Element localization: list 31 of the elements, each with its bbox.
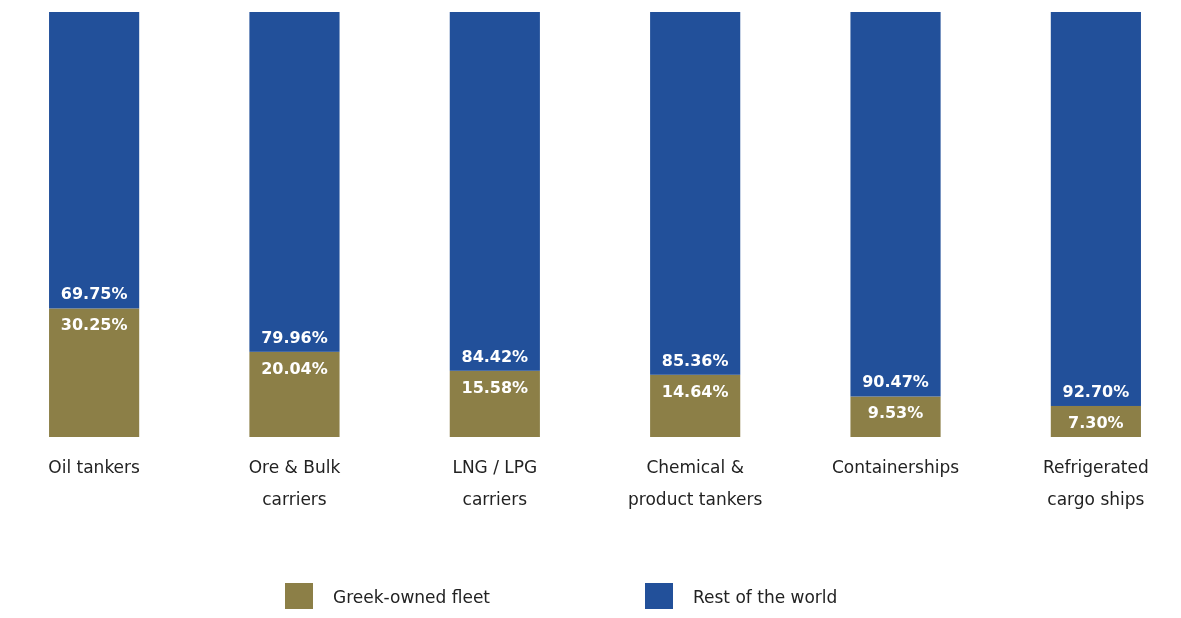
legend-label: Greek-owned fleet bbox=[333, 587, 491, 607]
bar bbox=[49, 12, 140, 309]
x-tick-label: Refrigerated cargo ships bbox=[1042, 457, 1149, 509]
bar bbox=[249, 351, 340, 437]
data-label: 84.42% bbox=[461, 346, 529, 366]
data-label: 7.30% bbox=[1068, 412, 1124, 432]
data-label: 20.04% bbox=[261, 358, 328, 378]
x-tick-label: LNG / LPG carriers bbox=[452, 457, 538, 509]
data-label: 69.75% bbox=[60, 284, 128, 304]
data-label: 90.47% bbox=[862, 372, 929, 392]
legend-label: Rest of the world bbox=[693, 587, 838, 607]
bar bbox=[850, 12, 941, 397]
bar bbox=[249, 12, 340, 352]
bar bbox=[850, 396, 941, 437]
x-tick-label: Ore & Bulk carriers bbox=[248, 457, 341, 509]
x-tick-label: Oil tankers bbox=[48, 457, 141, 477]
data-label: 9.53% bbox=[867, 403, 924, 423]
x-tick-label: Containerships bbox=[831, 457, 960, 477]
bar bbox=[449, 12, 540, 371]
bar bbox=[1050, 12, 1141, 406]
data-label: 92.70% bbox=[1062, 381, 1130, 401]
data-label: 15.58% bbox=[461, 377, 529, 397]
bar bbox=[650, 12, 741, 375]
data-label: 14.64% bbox=[661, 381, 729, 401]
data-label: 30.25% bbox=[60, 315, 128, 335]
bar bbox=[49, 308, 140, 437]
data-label: 79.96% bbox=[261, 327, 328, 347]
x-tick-label: Chemical & product tankers bbox=[628, 457, 763, 509]
bar bbox=[650, 374, 741, 437]
bar bbox=[449, 370, 540, 437]
data-label: 85.36% bbox=[661, 350, 729, 370]
